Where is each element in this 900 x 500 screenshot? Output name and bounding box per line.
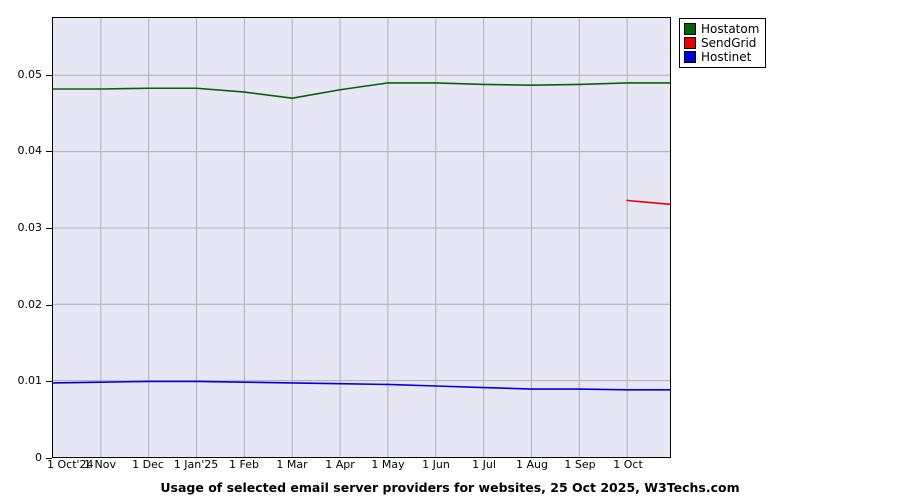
x-tick-label: 1 Dec bbox=[132, 458, 164, 471]
x-tick-label: 1 Oct'24 bbox=[47, 458, 94, 471]
legend-label: Hostatom bbox=[701, 22, 760, 36]
y-tick-label: 0.01 bbox=[17, 374, 43, 388]
y-tick-mark bbox=[46, 151, 52, 153]
legend-swatch-icon bbox=[684, 37, 696, 49]
y-tick-mark bbox=[46, 227, 52, 229]
y-tick-label: 0 bbox=[35, 451, 42, 464]
y-tick-mark bbox=[46, 74, 52, 76]
legend-item[interactable]: Hostinet bbox=[684, 50, 759, 64]
x-tick-label: 1 Aug bbox=[516, 458, 548, 471]
x-tick-label: 1 Oct bbox=[613, 458, 643, 471]
legend-swatch-icon bbox=[684, 51, 696, 63]
y-tick-mark bbox=[46, 381, 52, 383]
x-tick-label: 1 Feb bbox=[229, 458, 259, 471]
y-tick-label: 0.05 bbox=[17, 67, 43, 81]
y-tick-mark bbox=[46, 458, 52, 459]
x-tick-label: 1 Jan'25 bbox=[173, 458, 219, 471]
legend-item[interactable]: SendGrid bbox=[684, 36, 759, 50]
gridlines bbox=[53, 18, 670, 457]
legend-swatch-icon bbox=[684, 23, 696, 35]
x-tick-label: 1 Mar bbox=[276, 458, 308, 471]
x-tick-label: 1 Jun bbox=[422, 458, 450, 471]
x-tick-label: 1 Nov bbox=[84, 458, 116, 471]
plot-area bbox=[52, 17, 671, 458]
y-tick-label: 0.04 bbox=[17, 144, 43, 158]
x-tick-label: 1 May bbox=[371, 458, 405, 471]
x-tick-label: 1 Apr bbox=[325, 458, 355, 471]
chart-caption: Usage of selected email server providers… bbox=[160, 480, 740, 495]
y-tick-mark bbox=[46, 304, 52, 306]
legend: Hostatom SendGrid Hostinet bbox=[679, 18, 767, 68]
legend-label: SendGrid bbox=[701, 36, 757, 50]
legend-item[interactable]: Hostatom bbox=[684, 22, 759, 36]
y-tick-label: 0.03 bbox=[17, 220, 43, 234]
y-tick-label: 0.02 bbox=[17, 297, 43, 311]
legend-label: Hostinet bbox=[701, 50, 752, 64]
x-tick-label: 1 Sep bbox=[564, 458, 596, 471]
series-lines bbox=[52, 82, 671, 391]
x-tick-label: 1 Jul bbox=[472, 458, 496, 471]
